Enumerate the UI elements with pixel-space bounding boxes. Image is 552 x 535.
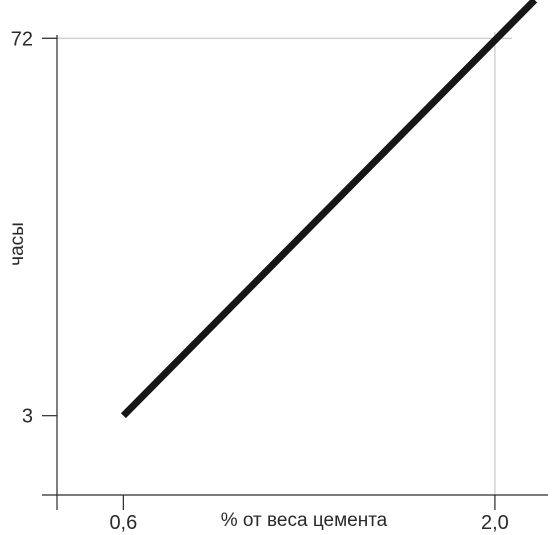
- series-line: [120, 0, 538, 419]
- ticks: 0,6 2,0 3 72: [11, 28, 509, 534]
- gridlines: [42, 32, 512, 510]
- axes: [42, 35, 548, 510]
- x-tick-label: 0,6: [109, 512, 137, 534]
- y-tick-label: 72: [11, 28, 33, 50]
- series: [120, 0, 538, 419]
- y-axis-title: часы: [7, 222, 28, 266]
- y-tick-label: 3: [22, 406, 33, 428]
- x-axis-title: % от веса цемента: [221, 510, 388, 531]
- x-tick-label: 2,0: [481, 512, 509, 534]
